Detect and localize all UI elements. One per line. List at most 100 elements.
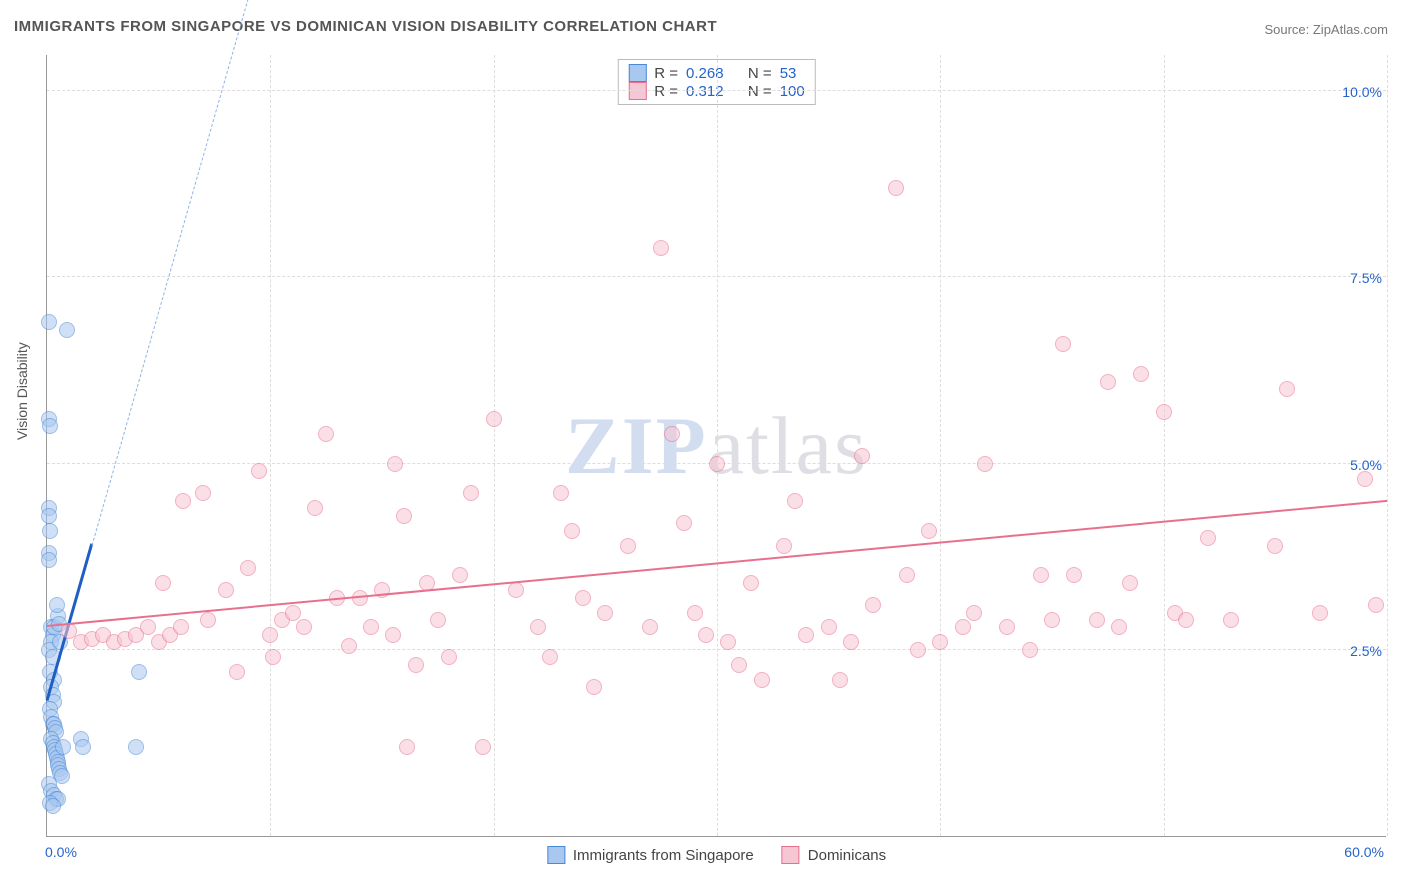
y-tick-label: 2.5% [1350,643,1382,659]
data-point [155,575,171,591]
data-point [475,739,491,755]
data-point [977,456,993,472]
swatch-dominican-b [782,846,800,864]
data-point [195,485,211,501]
data-point [61,623,77,639]
data-point [131,664,147,680]
data-point [754,672,770,688]
data-point [1089,612,1105,628]
swatch-singapore [628,64,646,82]
y-axis-label: Vision Disability [14,342,30,440]
data-point [1368,597,1384,613]
data-point [307,500,323,516]
data-point [865,597,881,613]
data-point [318,426,334,442]
data-point [42,418,58,434]
data-point [175,493,191,509]
legend-label-dominican: Dominicans [808,847,886,864]
data-point [265,649,281,665]
data-point [396,508,412,524]
data-point [240,560,256,576]
x-tick-label: 0.0% [45,844,77,860]
data-point [41,314,57,330]
data-point [966,605,982,621]
data-point [430,612,446,628]
y-tick-label: 7.5% [1350,270,1382,286]
data-point [542,649,558,665]
data-point [218,582,234,598]
data-point [1055,336,1071,352]
data-point [676,515,692,531]
data-point [399,739,415,755]
data-point [1044,612,1060,628]
data-point [843,634,859,650]
watermark-zip: ZIP [565,400,708,491]
data-point [854,448,870,464]
data-point [1133,366,1149,382]
data-point [1111,619,1127,635]
data-point [932,634,948,650]
data-point [698,627,714,643]
data-point [720,634,736,650]
data-point [653,240,669,256]
data-point [1267,538,1283,554]
data-point [1279,381,1295,397]
data-point [1156,404,1172,420]
data-point [59,322,75,338]
data-point [1178,612,1194,628]
gridline-v [940,55,941,836]
data-point [41,552,57,568]
gridline-v [494,55,495,836]
data-point [1122,575,1138,591]
data-point [1223,612,1239,628]
data-point [341,638,357,654]
data-point [363,619,379,635]
data-point [441,649,457,665]
gridline-v [270,55,271,836]
data-point [1066,567,1082,583]
legend-item-singapore: Immigrants from Singapore [547,846,754,864]
data-point [798,627,814,643]
data-point [41,508,57,524]
data-point [508,582,524,598]
data-point [731,657,747,673]
data-point [899,567,915,583]
swatch-singapore-b [547,846,565,864]
data-point [45,798,61,814]
data-point [921,523,937,539]
data-point [664,426,680,442]
data-point [173,619,189,635]
watermark-atlas: atlas [708,400,868,491]
legend-label-singapore: Immigrants from Singapore [573,847,754,864]
legend-item-dominican: Dominicans [782,846,886,864]
data-point [821,619,837,635]
data-point [200,612,216,628]
n-label: N = [748,65,772,82]
data-point [262,627,278,643]
data-point [1100,374,1116,390]
data-point [564,523,580,539]
data-point [452,567,468,583]
gridline-v [1164,55,1165,836]
data-point [999,619,1015,635]
data-point [530,619,546,635]
data-point [387,456,403,472]
source-attribution: Source: ZipAtlas.com [1264,22,1388,37]
data-point [1033,567,1049,583]
scatter-chart: ZIPatlas R = 0.268 N = 53 R = 0.312 N = … [46,55,1386,837]
data-point [620,538,636,554]
n-value-singapore: 53 [780,65,797,82]
data-point [1357,471,1373,487]
data-point [687,605,703,621]
legend-series: Immigrants from Singapore Dominicans [547,846,886,864]
data-point [42,523,58,539]
data-point [229,664,245,680]
data-point [575,590,591,606]
data-point [955,619,971,635]
data-point [910,642,926,658]
data-point [251,463,267,479]
data-point [55,739,71,755]
data-point [586,679,602,695]
r-label: R = [654,65,678,82]
data-point [49,597,65,613]
